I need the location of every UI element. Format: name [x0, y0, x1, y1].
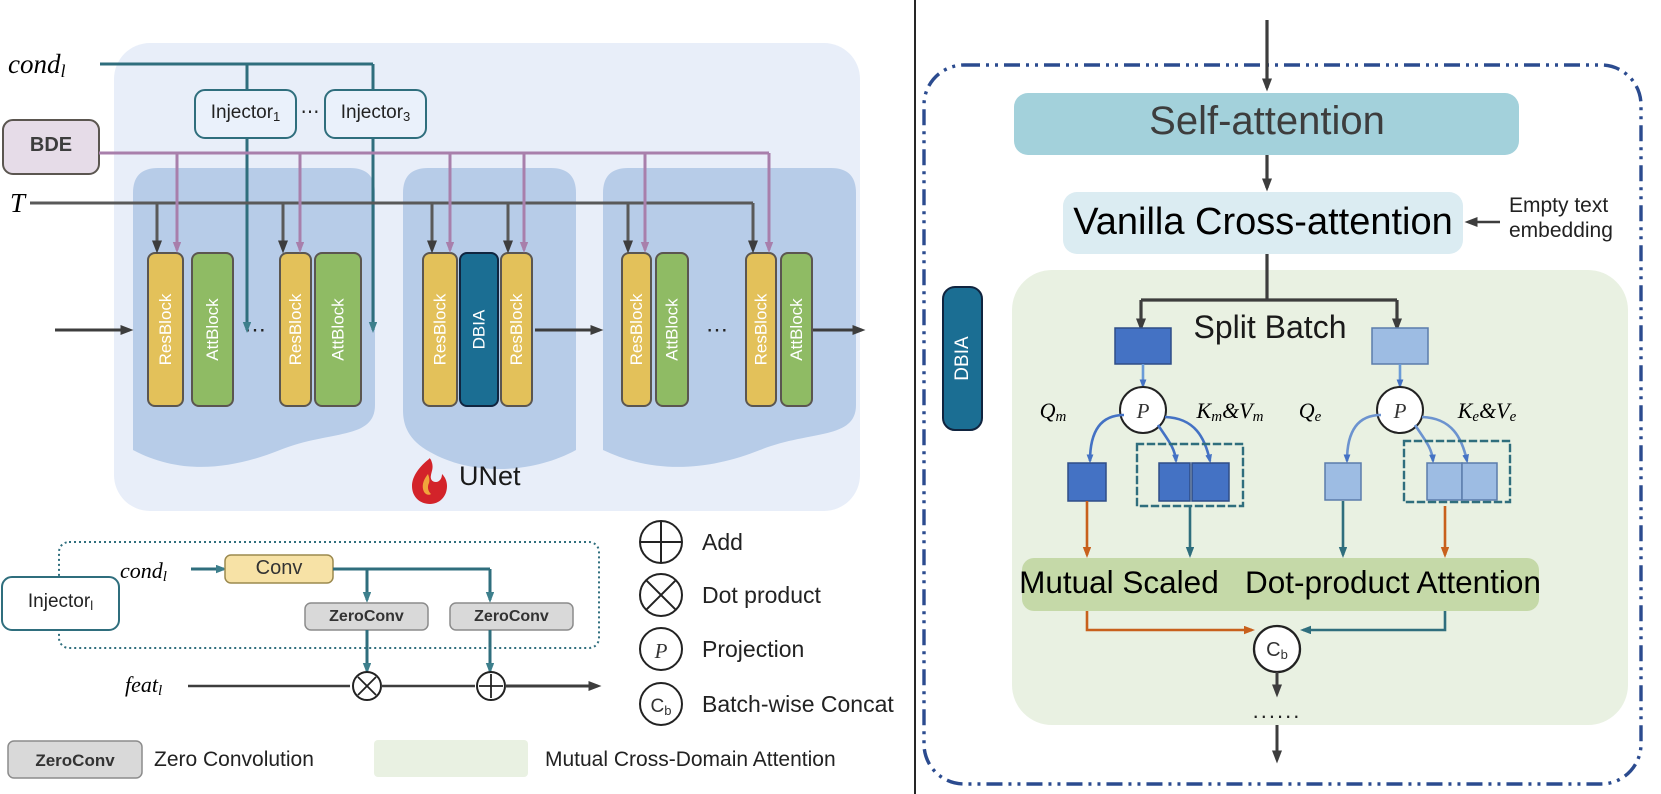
svg-text:Mutual Cross-Domain Attention: Mutual Cross-Domain Attention	[545, 748, 836, 771]
svg-text:......: ......	[1253, 698, 1302, 723]
svg-text:ZeroConv: ZeroConv	[474, 608, 549, 625]
svg-text:Conv: Conv	[256, 557, 303, 579]
svg-text:condl: condl	[8, 49, 66, 81]
svg-text:ResBlock: ResBlock	[156, 293, 175, 365]
svg-text:embedding: embedding	[1509, 219, 1613, 242]
svg-text:ZeroConv: ZeroConv	[35, 751, 115, 770]
svg-text:Batch-wise Concat: Batch-wise Concat	[702, 691, 894, 717]
svg-text:Injector3: Injector3	[341, 102, 411, 124]
svg-text:P: P	[1393, 399, 1407, 423]
svg-text:⋯: ⋯	[301, 102, 320, 123]
svg-text:featl: featl	[125, 672, 162, 699]
svg-text:AttBlock: AttBlock	[663, 298, 682, 361]
svg-text:DBIA: DBIA	[952, 336, 973, 381]
svg-text:P: P	[654, 639, 668, 663]
svg-text:Empty text: Empty text	[1509, 194, 1608, 217]
svg-text:Self-attention: Self-attention	[1149, 99, 1385, 143]
svg-text:ResBlock: ResBlock	[627, 293, 646, 365]
svg-text:AttBlock: AttBlock	[329, 298, 348, 361]
svg-text:T: T	[10, 188, 27, 218]
svg-text:Mutual Scaled Dot-product At: Mutual Scaled Dot-product Attention	[1019, 564, 1541, 600]
svg-text:P: P	[1136, 399, 1150, 423]
svg-text:Dot product: Dot product	[702, 582, 822, 608]
svg-text:Vanilla Cross-attention: Vanilla Cross-attention	[1073, 201, 1452, 243]
svg-text:AttBlock: AttBlock	[787, 298, 806, 361]
svg-text:Injectorl: Injectorl	[28, 591, 93, 613]
svg-text:condl: condl	[120, 558, 167, 585]
svg-text:Projection: Projection	[702, 636, 804, 662]
svg-text:BDE: BDE	[30, 134, 72, 156]
svg-text:ZeroConv: ZeroConv	[329, 608, 404, 625]
svg-text:⋯: ⋯	[706, 317, 728, 342]
svg-text:UNet: UNet	[459, 461, 521, 491]
svg-text:ResBlock: ResBlock	[752, 293, 771, 365]
svg-text:Cb: Cb	[651, 696, 672, 718]
svg-text:AttBlock: AttBlock	[203, 298, 222, 361]
svg-text:ResBlock: ResBlock	[507, 293, 526, 365]
svg-text:ResBlock: ResBlock	[286, 293, 305, 365]
svg-text:Split Batch: Split Batch	[1194, 309, 1347, 345]
svg-text:Injector1: Injector1	[211, 102, 281, 124]
svg-text:DBIA: DBIA	[470, 309, 489, 349]
svg-text:Add: Add	[702, 529, 743, 555]
svg-text:Zero Convolution: Zero Convolution	[154, 748, 314, 771]
svg-text:ResBlock: ResBlock	[431, 293, 450, 365]
svg-text:Ke&Ve: Ke&Ve	[1457, 398, 1517, 425]
